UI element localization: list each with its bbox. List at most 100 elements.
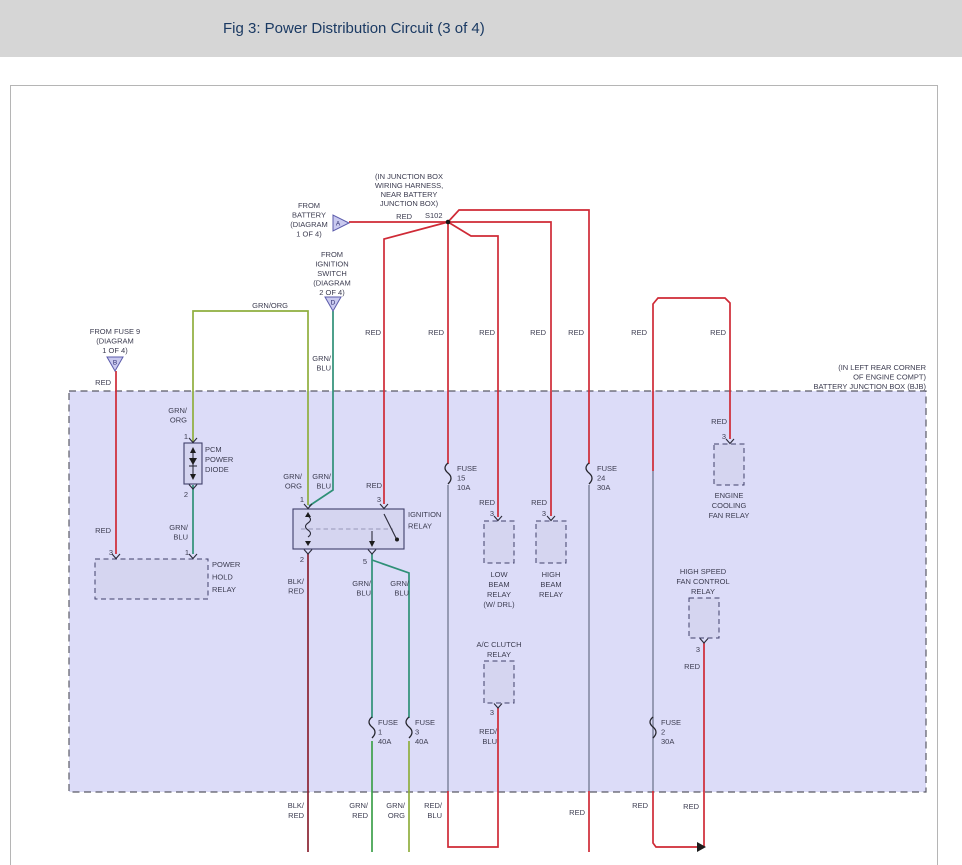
engine-cooling-fan-relay-label: COOLING — [712, 501, 747, 510]
engine-cooling-fan-relay-box — [713, 443, 745, 486]
wire-red-to-fuse24 — [447, 209, 590, 464]
wire-label-red: RED — [683, 802, 699, 811]
power-hold-relay-label: HOLD — [212, 573, 233, 582]
pin-chevron — [493, 703, 503, 709]
wire-label-red: RED — [632, 801, 648, 810]
wire-label-grnred: RED — [352, 811, 368, 820]
wire-label-blkred: BLK/ — [288, 801, 305, 810]
wire-label-red: RED — [428, 328, 444, 337]
pcm-power-diode-label: POWER — [205, 455, 234, 464]
connector-letter-a: A — [336, 221, 341, 228]
wire-junction-arrow — [697, 842, 706, 852]
wire-label-red: RED — [366, 481, 382, 490]
power-hold-relay-label: POWER — [212, 560, 241, 569]
wire-label-grnblu: GRN/ — [352, 579, 372, 588]
pin-number: 1 — [300, 495, 304, 504]
wire-label-red: RED — [479, 498, 495, 507]
pin-number: 3 — [109, 548, 113, 557]
from-ignition-label: FROM — [321, 250, 343, 259]
wiring-diagram-canvas: (IN LEFT REAR CORNER OF ENGINE COMPT) BA… — [10, 85, 938, 865]
bjb-note-line: BATTERY JUNCTION BOX (BJB) — [813, 382, 926, 391]
wire-label-grnorg: GRN/ — [283, 472, 303, 481]
low-beam-relay-label: RELAY — [487, 590, 511, 599]
wire-label-grnblu: BLU — [316, 364, 331, 373]
high-speed-fan-control-relay-box — [688, 597, 720, 639]
from-fuse9-label: 1 OF 4) — [102, 346, 128, 355]
switch-common-arrow — [369, 541, 375, 547]
title-bar: Fig 3: Power Distribution Circuit (3 of … — [0, 0, 962, 57]
pin-number: 3 — [722, 432, 726, 441]
wire-red-to-ignition-relay-pin3 — [383, 221, 449, 504]
wire-label-grnorg: ORG — [388, 811, 405, 820]
pin-number: 1 — [184, 432, 188, 441]
wire-label-redblu: BLU — [482, 737, 497, 746]
from-battery-label: BATTERY — [292, 211, 326, 220]
ac-clutch-relay-label: A/C CLUTCH — [476, 640, 521, 649]
wire-red-fuse2-out — [652, 791, 697, 848]
pcm-diode-arrow-down — [190, 474, 196, 480]
fuse1-label: FUSE — [378, 718, 398, 727]
wire-red-battery-to-high-beam — [349, 221, 552, 516]
fuse1-label: 1 — [378, 728, 382, 737]
low-beam-relay-label: LOW — [490, 570, 508, 579]
wire-label-grnblu: GRN/ — [390, 579, 410, 588]
wire-label-red: RED — [531, 498, 547, 507]
wire-label-grnorg: ORG — [285, 482, 302, 491]
pin-number: 3 — [696, 645, 700, 654]
wire-redblu-fuse15-to-ac-clutch — [447, 708, 499, 848]
wire-label-red: RED — [365, 328, 381, 337]
high-beam-relay-label: RELAY — [539, 590, 563, 599]
fuse24-symbol — [585, 462, 593, 485]
wire-label-red: RED — [95, 526, 111, 535]
wiring-diagram-svg: (IN LEFT REAR CORNER OF ENGINE COMPT) BA… — [68, 172, 927, 852]
fuse1-symbol — [368, 716, 376, 739]
pcm-diode-arrow-up — [190, 447, 196, 453]
connector-triangle-b — [106, 356, 124, 373]
power-hold-relay-box — [94, 558, 209, 600]
pin-chevron — [188, 484, 198, 490]
pin-chevron — [188, 437, 198, 444]
fuse3-label: 3 — [415, 728, 419, 737]
bjb-note-line: (IN LEFT REAR CORNER — [838, 363, 926, 372]
pin-number: 3 — [542, 509, 546, 518]
high-beam-relay-label: HIGH — [542, 570, 561, 579]
pin-chevron — [493, 515, 503, 522]
wire-red-to-low-beam-relay — [447, 221, 499, 517]
wire-grnorg-diode-ignition-coil — [192, 310, 309, 505]
wire-label-red: RED — [684, 662, 700, 671]
pin-chevron — [546, 515, 556, 522]
splice-note-line: NEAR BATTERY — [381, 190, 438, 199]
wire-label-red: RED — [396, 212, 412, 221]
wire-red-top-loop-engine-cooling — [652, 297, 731, 471]
low-beam-relay-box — [483, 520, 515, 564]
from-battery-label: (DIAGRAM — [290, 220, 328, 229]
ignition-relay-label: RELAY — [408, 522, 432, 531]
pin-chevron — [188, 553, 198, 560]
wire-label-blkred: BLK/ — [288, 577, 305, 586]
pcm-power-diode-label: DIODE — [205, 465, 229, 474]
wire-label-grnblu: GRN/ — [312, 354, 332, 363]
high-speed-fan-relay-label: HIGH SPEED — [680, 567, 727, 576]
high-beam-relay-box — [535, 520, 567, 564]
fuse15-label: FUSE — [457, 464, 477, 473]
from-ignition-label: SWITCH — [317, 269, 347, 278]
pin-number: 3 — [490, 708, 494, 717]
power-hold-relay-label: RELAY — [212, 585, 236, 594]
from-ignition-label: 2 OF 4) — [319, 288, 345, 297]
wire-label-grnblu: GRN/ — [312, 472, 332, 481]
low-beam-relay-label: BEAM — [488, 580, 509, 589]
connector-triangle-a — [332, 214, 351, 232]
diode-symbol — [189, 458, 197, 465]
pin-number: 5 — [363, 557, 367, 566]
fuse3-symbol — [405, 716, 413, 739]
connector-triangle-d — [324, 296, 342, 313]
high-beam-relay-label: BEAM — [540, 580, 561, 589]
splice-note-line: (IN JUNCTION BOX — [375, 172, 443, 181]
pin-number: 3 — [377, 495, 381, 504]
fuse24-label: FUSE — [597, 464, 617, 473]
splice-note-line: WIRING HARNESS, — [375, 181, 443, 190]
fuse24-label: 24 — [597, 474, 605, 483]
wire-label-blkred: RED — [288, 587, 304, 596]
wire-label-grnred: GRN/ — [349, 801, 369, 810]
figure-title: Fig 3: Power Distribution Circuit (3 of … — [223, 20, 485, 37]
